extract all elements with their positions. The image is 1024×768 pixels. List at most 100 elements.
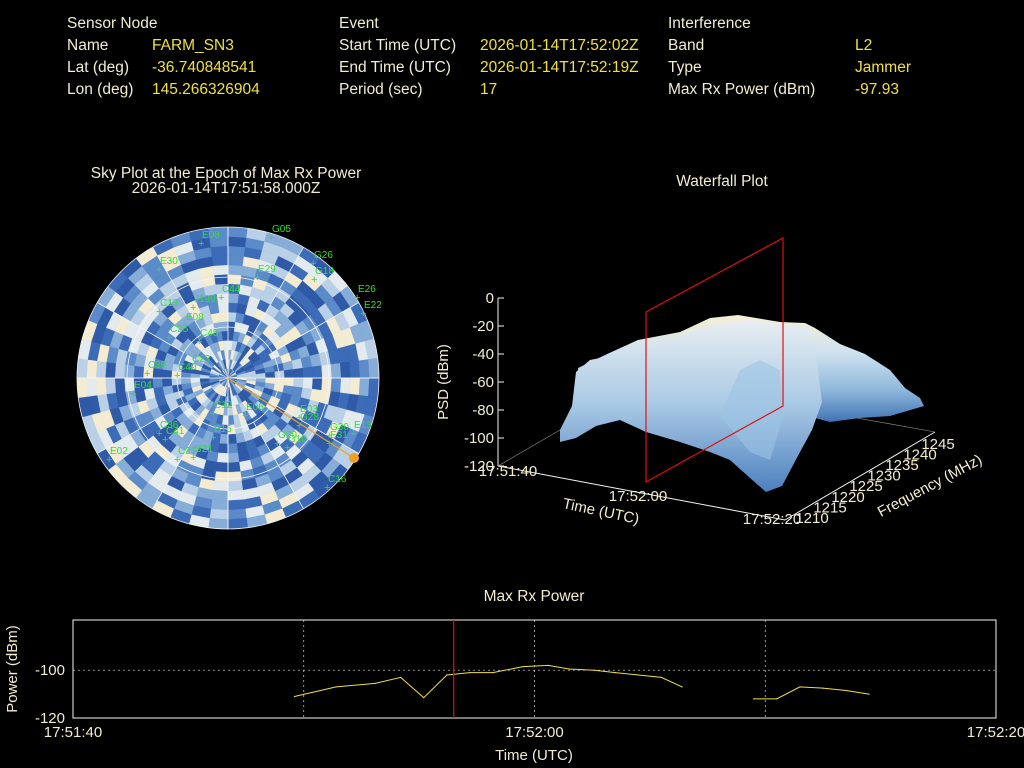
satellite-marker: + [106,454,112,466]
event-header: Event [339,15,379,32]
skyplot-cell [152,377,163,389]
satellite-label: G10 [288,434,307,445]
skyplot-cell [221,330,229,341]
power-point [845,689,847,692]
satellite-label: E02 [110,446,128,457]
period-label: Period (sec) [339,81,423,98]
skyplot-cell [274,370,285,379]
skyplot-cell [227,508,247,520]
satellite-marker: + [190,452,196,464]
power-point [492,671,494,674]
skyplot-heatmap [77,227,379,529]
satellite-label: C41 [166,426,185,437]
power-point [335,686,337,688]
satellite-marker: + [188,362,194,374]
satellite-marker: + [284,442,290,454]
psd-axis-label: PSD (dBm) [435,344,452,420]
skyplot-cell [227,452,240,464]
satellite-marker: + [144,368,150,380]
skyplot-cell [214,471,229,483]
power-point [593,669,596,671]
satellite-marker: + [360,308,366,320]
skyplot-cell [105,361,116,379]
power-point [799,686,801,688]
satellite-label: G26 [314,250,333,261]
skyplot-spoke [271,302,359,353]
skyplot-cell [77,358,88,379]
satellite-marker: + [156,306,162,318]
skyplot-cell [227,302,239,313]
time-tick-label: 17:51:40 [479,463,537,480]
skyplot-spoke [97,302,185,353]
skyplot-cell [227,471,242,483]
satellite-label: E22 [364,300,382,311]
skyplot-cell [227,227,248,238]
satellite-label: E08 [186,312,204,323]
satellite-label: G05 [272,224,291,235]
skyplot-cell [95,377,107,396]
skyplot-cell [161,377,173,387]
skyplot-cell [210,245,229,257]
skyplot-cell [227,461,241,473]
skyplot-cell [212,480,229,492]
power-chart-grid [73,620,996,718]
psd-tick-label: -20 [472,318,494,335]
waterfall-plot: 0 -20 -40 -60 -80 -100 -120 PSD (dBm) 17:51:40… [435,236,985,528]
satellite-marker: + [174,370,180,382]
satellite-marker: + [190,302,196,314]
power-point [293,695,296,698]
skyplot-cell [227,480,244,492]
skyplot-cell [302,366,314,379]
satellite-label: C12 [214,400,233,411]
skyplot-cell [265,371,276,379]
skyplot-cell [86,377,98,397]
satellite-label: C23 [192,354,211,365]
skyplot-cell [349,377,361,396]
power-chart-frame [72,619,997,719]
satellite-label: E26 [358,284,376,295]
skyplot-cell [77,377,88,398]
skyplot-cell [212,264,229,276]
event-panel: Event Start Time (UTC) 2026-01-14T17:52:0… [339,13,639,101]
satellite-label: E15 [214,424,232,435]
skyplot-cell [321,364,333,379]
skyplot-title: Sky Plot at the Epoch of Max Rx Power [90,165,362,182]
power-y-tick-label: -120 [35,710,65,727]
satellite-label: C40 [178,362,197,373]
satellite-marker: + [210,432,216,444]
frequency-tick-label: 1210 [795,510,828,527]
satellite-label: C45 [200,328,219,339]
satellite-label: G28 [300,412,319,423]
skyplot-cell [211,255,229,266]
satellite-marker: + [198,238,204,250]
skyplot-cell [227,433,237,445]
satellite-marker: + [296,420,302,432]
satellite-marker: + [210,408,216,420]
power-x-tick-label: 17:52:00 [505,724,563,741]
type-label: Type [668,59,702,76]
satellite-label: E29 [258,264,276,275]
skyplot-cell [208,518,229,529]
power-series-line [753,686,870,700]
power-point [423,697,425,699]
satellite-label: G30 [330,422,349,433]
satellite-label: E31 [330,430,348,441]
satellite-marker: + [156,264,162,276]
power-x-tick-label: 17:51:40 [44,724,102,741]
satellite-marker: + [324,482,330,494]
satellite-marker: + [311,274,317,286]
satellite-marker: + [350,428,356,440]
skyplot-cell [219,311,229,323]
jammer-marker [349,453,359,463]
skyplot-cell [227,443,239,454]
power-point [822,687,824,689]
skyplot-cell [114,362,126,379]
time-tick-label: 17:52:20 [743,511,801,528]
satellite-label: C39 [148,360,167,371]
skyplot-cell [283,377,295,387]
satellite-marker: + [218,292,224,304]
satellite-marker: + [196,336,202,348]
satellite-label: C36 [160,420,179,431]
period-value: 17 [480,81,498,98]
skyplot-cell [217,443,229,454]
